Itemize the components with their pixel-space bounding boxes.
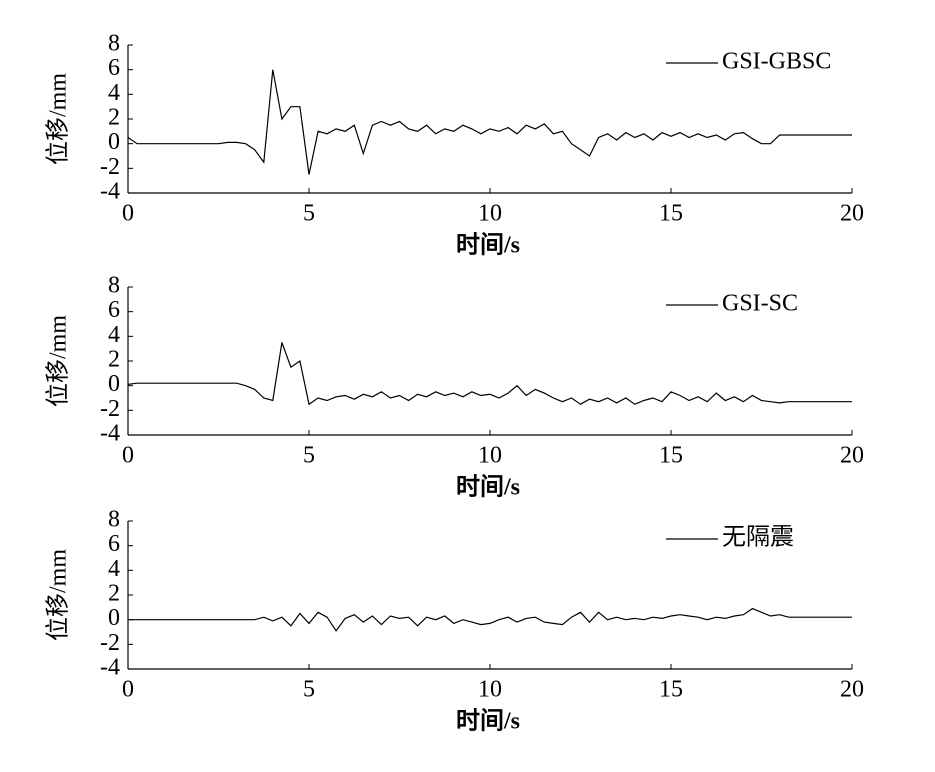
y-tick-label: -4 [100, 179, 120, 205]
x-tick-label: 10 [478, 677, 502, 703]
x-tick-label: 10 [478, 443, 502, 469]
x-tick-label: 5 [303, 443, 315, 469]
y-tick-label: 2 [108, 105, 120, 131]
x-axis-label: 时间/s [456, 232, 520, 259]
x-tick-label: 10 [478, 201, 502, 227]
y-tick-label: 8 [108, 507, 120, 533]
legend-label: GSI-GBSC [722, 49, 831, 75]
x-tick-label: 0 [122, 677, 134, 703]
y-tick-label: 6 [108, 531, 120, 557]
x-tick-label: 15 [659, 443, 683, 469]
y-tick-label: -4 [100, 421, 120, 447]
data-line [127, 69, 852, 175]
x-tick-label: 5 [303, 201, 315, 227]
x-tick-label: 5 [303, 677, 315, 703]
x-tick-label: 15 [659, 677, 683, 703]
y-tick-label: 0 [108, 605, 120, 631]
y-tick-label: 8 [108, 31, 120, 57]
x-tick-label: 20 [840, 677, 864, 703]
x-tick-label: 20 [840, 443, 864, 469]
data-line [128, 607, 852, 632]
y-axis-label: 位移/mm [45, 73, 72, 165]
y-tick-label: -4 [100, 655, 120, 681]
y-tick-label: 4 [108, 556, 120, 582]
y-tick-label: -2 [100, 630, 120, 656]
x-axis-label: 时间/s [456, 708, 520, 735]
y-tick-label: 2 [108, 347, 120, 373]
y-tick-label: 4 [108, 322, 120, 348]
legend-label: GSI-SC [722, 291, 798, 317]
y-tick-label: 4 [108, 80, 120, 106]
x-tick-label: 15 [659, 201, 683, 227]
y-tick-label: 2 [108, 581, 120, 607]
x-tick-label: 0 [122, 201, 134, 227]
y-tick-label: -2 [100, 154, 120, 180]
y-tick-label: 6 [108, 55, 120, 81]
y-tick-label: 0 [108, 129, 120, 155]
x-tick-label: 0 [122, 443, 134, 469]
y-tick-label: 8 [108, 273, 120, 299]
legend-label: 无隔震 [722, 525, 794, 551]
x-axis-label: 时间/s [456, 474, 520, 501]
y-axis-label: 位移/mm [45, 549, 72, 641]
y-tick-label: 6 [108, 297, 120, 323]
y-tick-label: -2 [100, 396, 120, 422]
y-tick-label: 0 [108, 371, 120, 397]
x-tick-label: 20 [840, 201, 864, 227]
data-line [127, 342, 852, 406]
y-axis-label: 位移/mm [45, 315, 72, 407]
